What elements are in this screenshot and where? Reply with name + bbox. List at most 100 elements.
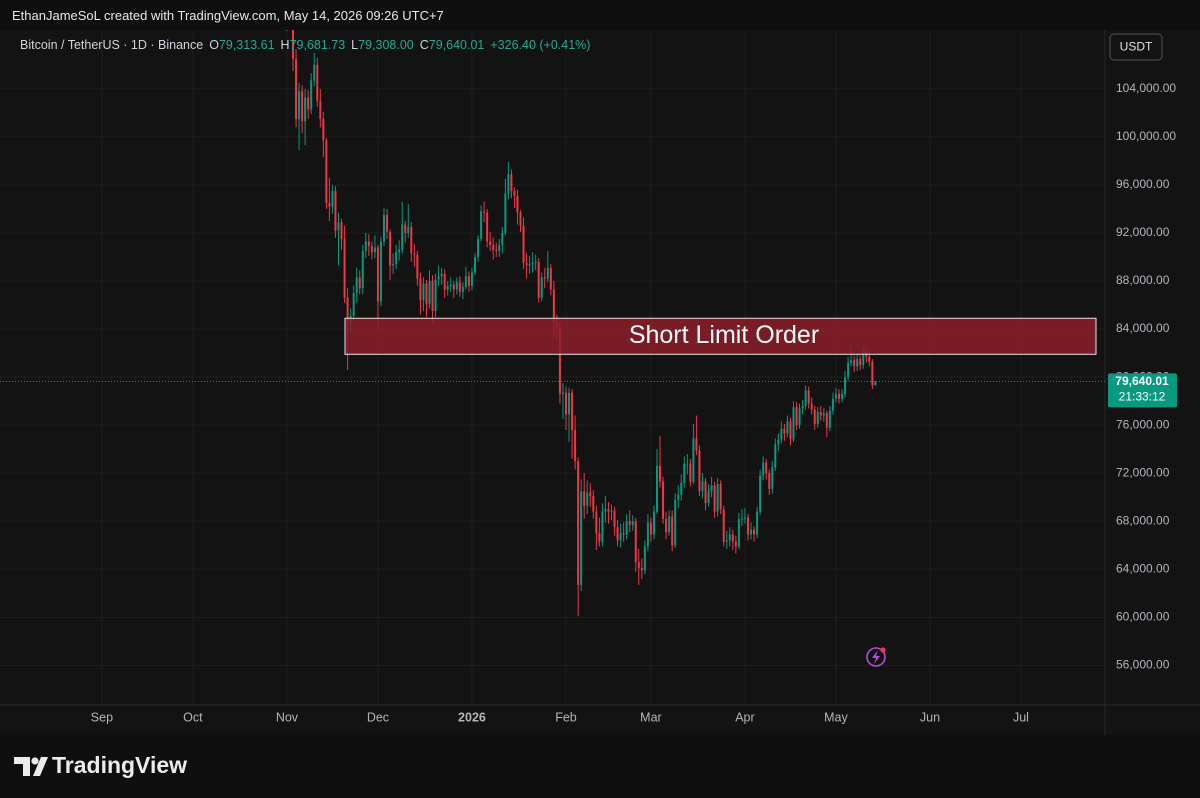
- ohlc-value: 79,308.00: [358, 38, 414, 52]
- candle-body: [783, 428, 786, 434]
- candle-body: [528, 264, 531, 266]
- currency-label: USDT: [1120, 40, 1153, 54]
- candle-body: [637, 562, 640, 569]
- candle-body: [474, 257, 477, 273]
- candle-body: [492, 244, 495, 250]
- candle-body: [680, 482, 683, 495]
- y-tick-label: 64,000.00: [1116, 561, 1170, 575]
- candle-body: [525, 263, 528, 266]
- grid: [0, 30, 1105, 705]
- candle-body: [677, 494, 680, 500]
- candle-body: [568, 392, 571, 415]
- symbol-legend: Bitcoin / TetherUS · 1D · Binance O79,313…: [20, 38, 590, 52]
- candle-body: [704, 481, 707, 504]
- candle-body: [540, 277, 543, 298]
- candle-body: [434, 279, 437, 312]
- candle-body: [561, 392, 564, 394]
- x-tick-label: May: [824, 710, 848, 724]
- candle-body: [470, 272, 473, 286]
- candle-body: [828, 410, 831, 428]
- candle-body: [392, 264, 395, 266]
- candle-body: [674, 499, 677, 546]
- candle-body: [352, 293, 355, 316]
- candle-body: [361, 250, 364, 289]
- candle-body: [722, 509, 725, 542]
- y-tick-label: 60,000.00: [1116, 609, 1170, 623]
- candle-body: [337, 222, 340, 231]
- candle-body: [765, 462, 768, 474]
- candle-body: [874, 381, 877, 386]
- candle-body: [598, 533, 601, 542]
- symbol-title: Bitcoin / TetherUS · 1D · Binance: [20, 38, 204, 52]
- y-tick-label: 72,000.00: [1116, 465, 1170, 479]
- alert-icon[interactable]: [866, 647, 886, 667]
- candle-body: [516, 195, 519, 213]
- candle-body: [367, 241, 370, 247]
- candle-body: [549, 267, 552, 290]
- ohlc-key: H: [280, 38, 290, 52]
- candle-body: [813, 409, 816, 424]
- candle-body: [659, 465, 662, 482]
- candle-body: [631, 521, 634, 525]
- candle-body: [750, 529, 753, 535]
- annotation-box: [344, 317, 1097, 355]
- candle-body: [519, 212, 522, 226]
- candle-body: [301, 91, 304, 122]
- candle-body: [610, 510, 613, 512]
- candle-body: [328, 202, 331, 207]
- candle-body: [440, 273, 443, 277]
- candle-body: [343, 238, 346, 298]
- y-tick-label: 100,000.00: [1116, 129, 1176, 143]
- candle-body: [662, 481, 665, 519]
- candle-body: [480, 211, 483, 239]
- candle-body: [671, 516, 674, 546]
- candle-body: [401, 224, 404, 250]
- candle-body: [422, 283, 425, 301]
- candle-body: [668, 516, 671, 533]
- x-tick-label: Apr: [735, 710, 754, 724]
- candle-body: [419, 278, 422, 301]
- candle-body: [449, 284, 452, 286]
- candle-body: [483, 211, 486, 213]
- candle-body: [850, 360, 853, 363]
- candle-body: [358, 277, 361, 289]
- candle-body: [634, 521, 637, 563]
- x-tick-label: Mar: [640, 710, 662, 724]
- ohlc-key: C: [419, 38, 429, 52]
- y-tick-label: 88,000.00: [1116, 273, 1170, 287]
- last-price-label: 79,640.01: [1115, 374, 1169, 388]
- candle-body: [716, 484, 719, 512]
- candle-body: [734, 541, 737, 547]
- candle-body: [652, 511, 655, 535]
- currency-box[interactable]: [1109, 33, 1163, 61]
- candle-body: [322, 118, 325, 141]
- candle-body: [428, 281, 431, 304]
- candle-body: [837, 393, 840, 399]
- x-tick-label: 2026: [458, 710, 486, 724]
- candle-body: [795, 407, 798, 426]
- attribution: EthanJameSoL created with TradingView.co…: [12, 8, 444, 23]
- candle-body: [395, 252, 398, 265]
- candle-body: [461, 287, 464, 292]
- candle-body: [513, 190, 516, 196]
- candle-body: [859, 359, 862, 366]
- x-tick-label: Nov: [276, 710, 299, 724]
- ohlc-key: L: [351, 38, 359, 52]
- candle-body: [665, 518, 668, 533]
- candle-body: [731, 534, 734, 542]
- candle-body: [455, 282, 458, 290]
- candle-body: [458, 282, 461, 292]
- candle-body: [841, 393, 844, 399]
- y-tick-label: 84,000.00: [1116, 321, 1170, 335]
- candle-body: [564, 392, 567, 415]
- candle-body: [759, 475, 762, 512]
- y-tick-label: 56,000.00: [1116, 658, 1170, 672]
- candle-body: [728, 534, 731, 541]
- candle-body: [719, 484, 722, 510]
- candle-body: [649, 522, 652, 535]
- candle-body: [844, 377, 847, 394]
- candle-body: [698, 450, 701, 492]
- candle-body: [831, 398, 834, 411]
- candle-body: [622, 533, 625, 535]
